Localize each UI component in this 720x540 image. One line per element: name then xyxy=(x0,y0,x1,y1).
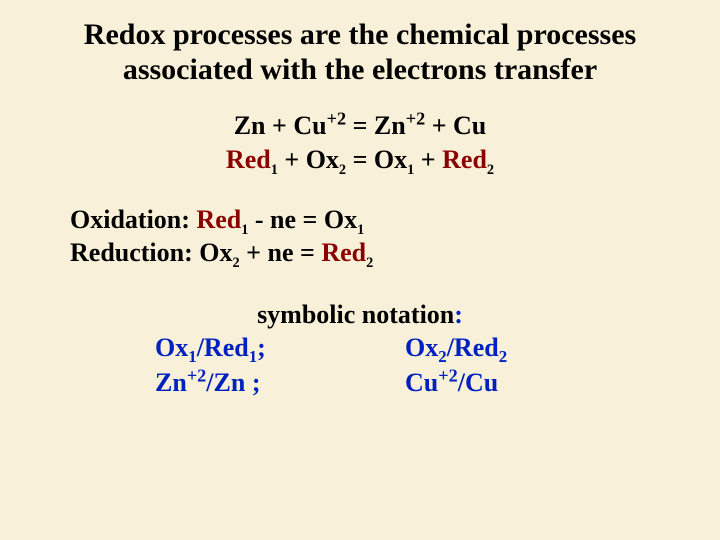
red2: Red xyxy=(442,145,487,174)
sup: +2 xyxy=(438,366,457,386)
sym-title-text: symbolic notation xyxy=(257,300,454,329)
ox2: Ox xyxy=(306,145,339,174)
plus: + xyxy=(278,145,306,174)
colon: : xyxy=(454,300,463,329)
sub: 1 xyxy=(357,222,364,238)
sub: 1 xyxy=(249,347,257,366)
plus: + xyxy=(414,145,442,174)
sub: 2 xyxy=(499,347,507,366)
slash: / xyxy=(197,333,204,362)
cu: Cu xyxy=(405,368,438,397)
symbolic-title: symbolic notation: xyxy=(30,300,690,330)
oxidation-label: Oxidation: xyxy=(70,205,196,234)
pair-1: Ox1/Red1; xyxy=(155,330,315,365)
ox: Ox xyxy=(199,238,232,267)
title: Redox processes are the chemical process… xyxy=(30,18,690,87)
sub: 1 xyxy=(271,162,278,178)
sub: 1 xyxy=(188,347,196,366)
equation-1: Zn + Cu+2 = Zn+2 + Cu xyxy=(30,109,690,143)
sup: +2 xyxy=(327,108,346,128)
cu2: Cu xyxy=(453,111,486,140)
sub: 2 xyxy=(339,162,346,178)
pair-3: Zn+2/Zn ; xyxy=(155,365,315,400)
sup: +2 xyxy=(187,366,206,386)
ox: Ox xyxy=(405,333,438,362)
sup: +2 xyxy=(406,108,425,128)
sub: 2 xyxy=(487,162,494,178)
title-line-2: associated with the electrons transfer xyxy=(123,53,597,86)
reduction-line: Reduction: Ox2 + ne = Red2 xyxy=(70,236,690,270)
pairs-row-1: Ox1/Red1; Ox2/Red2 xyxy=(30,330,690,365)
pair-2: Ox2/Red2 xyxy=(405,330,565,365)
slide: Redox processes are the chemical process… xyxy=(0,0,720,540)
cu: Cu xyxy=(293,111,326,140)
eq: = xyxy=(346,111,374,140)
zn: Zn xyxy=(155,368,187,397)
red1: Red xyxy=(226,145,271,174)
plus: + xyxy=(266,111,294,140)
definitions: Oxidation: Red1 - ne = Ox1 Reduction: Ox… xyxy=(70,203,690,271)
ox1: Ox xyxy=(374,145,407,174)
slash-cu: /Cu xyxy=(458,368,498,397)
slash: / xyxy=(447,333,454,362)
zn: Zn xyxy=(234,111,266,140)
sub: 2 xyxy=(366,256,373,272)
red: Red xyxy=(204,333,249,362)
pair-4: Cu+2/Cu xyxy=(405,365,565,400)
red: Red xyxy=(321,238,366,267)
reduction-label: Reduction: xyxy=(70,238,199,267)
ox: Ox xyxy=(155,333,188,362)
semi: ; xyxy=(257,333,266,362)
sub: 2 xyxy=(233,256,240,272)
oxidation-line: Oxidation: Red1 - ne = Ox1 xyxy=(70,203,690,237)
plus: + xyxy=(425,111,453,140)
eq: = xyxy=(346,145,374,174)
title-line-1: Redox processes are the chemical process… xyxy=(84,18,636,51)
sub: 2 xyxy=(438,347,446,366)
red: Red xyxy=(454,333,499,362)
slash-zn: /Zn xyxy=(206,368,245,397)
red: Red xyxy=(196,205,241,234)
mid: - ne = xyxy=(248,205,323,234)
zn2: Zn xyxy=(374,111,406,140)
equation-block: Zn + Cu+2 = Zn+2 + Cu Red1 + Ox2 = Ox1 +… xyxy=(30,109,690,177)
pairs-row-2: Zn+2/Zn ; Cu+2/Cu xyxy=(30,365,690,400)
mid: + ne = xyxy=(240,238,322,267)
semi: ; xyxy=(252,368,261,397)
equation-2: Red1 + Ox2 = Ox1 + Red2 xyxy=(30,143,690,177)
ox: Ox xyxy=(324,205,357,234)
